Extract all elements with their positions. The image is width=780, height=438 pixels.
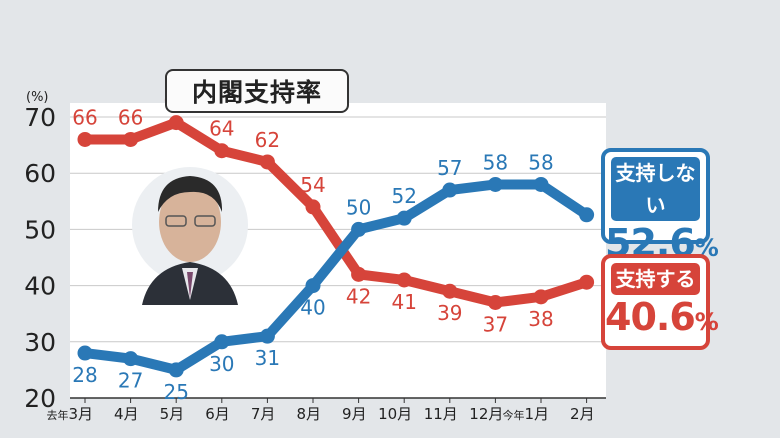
portrait-tie bbox=[187, 272, 193, 298]
data-point bbox=[396, 210, 412, 226]
x-tick-month: 10月 bbox=[378, 405, 412, 423]
x-tick-month: 6月 bbox=[205, 405, 230, 423]
y-tick-label: 20 bbox=[24, 384, 56, 413]
data-point bbox=[533, 289, 549, 305]
y-tick-label: 40 bbox=[24, 272, 56, 301]
data-point bbox=[214, 334, 230, 350]
approve-value: 40.6% bbox=[605, 295, 719, 339]
data-point bbox=[77, 131, 93, 147]
portrait-hair bbox=[158, 176, 223, 212]
y-tick-label: 70 bbox=[24, 103, 56, 132]
data-label: 52 bbox=[391, 184, 416, 208]
disapprove-badge: 支持しない 52.6% bbox=[601, 148, 719, 265]
x-tick-month: 3月 bbox=[68, 405, 93, 423]
data-point bbox=[123, 351, 139, 367]
x-tick-prefix: 去年 bbox=[46, 408, 68, 422]
approve-badge: 支持する 40.6% bbox=[601, 254, 719, 350]
data-label: 66 bbox=[118, 105, 143, 129]
x-tick-month: 1月 bbox=[524, 405, 549, 423]
chart-title: 内閣支持率 bbox=[165, 69, 349, 113]
x-tick-label: 8月 bbox=[296, 405, 321, 423]
data-label: 58 bbox=[483, 150, 508, 174]
x-tick-month: 12月 bbox=[469, 405, 503, 423]
portrait-glasses-right bbox=[194, 215, 216, 227]
x-tick-label: 9月 bbox=[342, 405, 367, 423]
data-label: 64 bbox=[209, 117, 234, 141]
data-label: 40 bbox=[300, 296, 325, 320]
data-point bbox=[305, 199, 321, 215]
y-tick-label: 60 bbox=[24, 159, 56, 188]
series-line-0 bbox=[80, 117, 592, 308]
data-point bbox=[396, 272, 412, 288]
data-point bbox=[305, 278, 321, 294]
x-tick-label: 2月 bbox=[570, 405, 595, 423]
data-label: 31 bbox=[255, 346, 280, 370]
x-tick-month: 9月 bbox=[342, 405, 367, 423]
data-point bbox=[168, 362, 184, 378]
y-tick-label: 50 bbox=[24, 215, 56, 244]
x-tick-month: 5月 bbox=[160, 405, 185, 423]
data-point bbox=[259, 154, 275, 170]
x-tick-label: 11月 bbox=[424, 405, 458, 423]
x-tick-month: 4月 bbox=[114, 405, 139, 423]
data-label: 42 bbox=[346, 284, 371, 308]
data-point bbox=[487, 176, 503, 192]
data-label: 25 bbox=[163, 380, 188, 404]
data-label: 27 bbox=[118, 369, 143, 393]
approve-label: 支持する bbox=[611, 263, 700, 295]
x-tick-month: 8月 bbox=[296, 405, 321, 423]
data-label: 28 bbox=[72, 363, 97, 387]
portrait-face bbox=[159, 182, 221, 262]
x-tick-month: 11月 bbox=[424, 405, 458, 423]
data-point bbox=[259, 328, 275, 344]
data-point bbox=[123, 131, 139, 147]
x-tick-label: 12月 bbox=[469, 405, 503, 423]
data-point bbox=[579, 207, 595, 223]
data-label: 58 bbox=[528, 150, 553, 174]
data-label: 38 bbox=[528, 307, 553, 331]
series-line-1 bbox=[80, 179, 592, 375]
data-label: 62 bbox=[255, 128, 280, 152]
x-tick-month: 7月 bbox=[251, 405, 276, 423]
disapprove-label: 支持しない bbox=[611, 157, 700, 221]
x-tick-label: 6月 bbox=[205, 405, 230, 423]
data-label: 30 bbox=[209, 352, 234, 376]
x-tick-label: 去年3月 bbox=[46, 405, 93, 423]
data-point bbox=[351, 221, 367, 237]
x-tick-month: 2月 bbox=[570, 405, 595, 423]
data-label: 41 bbox=[391, 290, 416, 314]
portrait-glasses-left bbox=[165, 215, 187, 227]
x-tick-label: 4月 bbox=[114, 405, 139, 423]
data-label: 66 bbox=[72, 105, 97, 129]
x-tick-label: 5月 bbox=[160, 405, 185, 423]
data-point bbox=[214, 143, 230, 159]
data-point bbox=[487, 294, 503, 310]
data-point bbox=[168, 115, 184, 131]
data-point bbox=[77, 345, 93, 361]
y-tick-label: 30 bbox=[24, 328, 56, 357]
y-axis-unit: (%) bbox=[26, 90, 49, 105]
data-point bbox=[533, 176, 549, 192]
x-tick-label: 10月 bbox=[378, 405, 412, 423]
data-label: 37 bbox=[483, 312, 508, 336]
data-label: 39 bbox=[437, 301, 462, 325]
data-label: 54 bbox=[300, 173, 325, 197]
x-tick-label: 7月 bbox=[251, 405, 276, 423]
x-tick-prefix: 今年 bbox=[502, 408, 524, 422]
data-label: 57 bbox=[437, 156, 462, 180]
x-tick-label: 今年1月 bbox=[502, 405, 549, 423]
data-point bbox=[442, 182, 458, 198]
data-point bbox=[579, 274, 595, 290]
data-point bbox=[351, 266, 367, 282]
data-label: 50 bbox=[346, 195, 371, 219]
data-point bbox=[442, 283, 458, 299]
